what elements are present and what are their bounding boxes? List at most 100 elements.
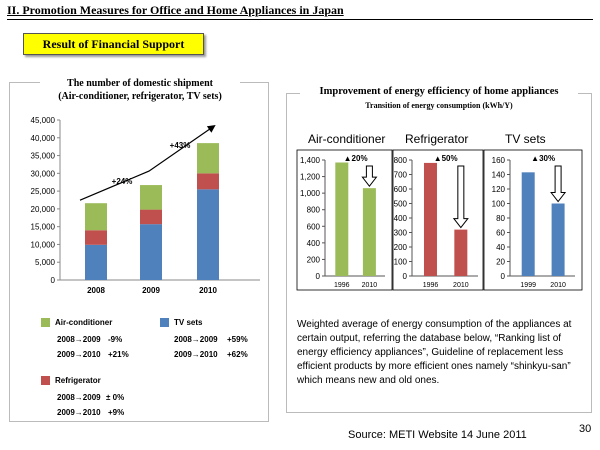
efficiency-title: Improvement of energy efficiency of home… [300, 86, 578, 97]
x-tick-label: 2009 [142, 286, 160, 295]
mini-title-tv: TV sets [505, 132, 546, 146]
legend-ac-period-1: 2008→2009 [57, 335, 101, 344]
bar-refrigerator-2009 [140, 209, 162, 225]
legend-ref-change-2: +9% [108, 408, 125, 417]
y-tick-label: 5,000 [35, 258, 56, 267]
legend-tv-change-1: +59% [227, 335, 248, 344]
shipment-chart-title: The number of domestic shipment [67, 78, 213, 89]
mini-y-tick-label: 400 [307, 239, 321, 248]
mini-x-tick-label: 1996 [423, 282, 439, 289]
y-tick-label: 40,000 [31, 134, 56, 143]
y-tick-label: 10,000 [31, 240, 56, 249]
mini-y-tick-label: 700 [394, 171, 408, 180]
mini-decline-arrow-tv [550, 165, 567, 203]
bar-tv-sets-2008 [85, 244, 107, 280]
mini-y-tick-label: 200 [307, 255, 321, 264]
bar-air-conditioner-2009 [140, 185, 162, 210]
mini-bar-ac-1996 [335, 162, 349, 276]
legend-tv-name: TV sets [174, 318, 203, 327]
growth-arrow [79, 124, 216, 201]
shipment-chart-subtitle: (Air-conditioner, refrigerator, TV sets) [58, 91, 222, 102]
bar-tv-sets-2010 [197, 189, 219, 280]
y-tick-label: 45,000 [31, 116, 56, 125]
mini-annotation-tv: ▲30% [531, 154, 555, 163]
y-tick-label: 30,000 [31, 169, 56, 178]
bar-air-conditioner-2008 [85, 203, 107, 231]
section-subtitle: Result of Financial Support [23, 33, 204, 55]
mini-x-tick-label: 1999 [520, 282, 536, 289]
mini-y-tick-label: 40 [496, 243, 505, 252]
bar-refrigerator-2008 [85, 230, 107, 245]
mini-annotation-ac: ▲20% [344, 154, 368, 163]
y-tick-label: 35,000 [31, 152, 56, 161]
mini-frame-ac [296, 149, 393, 291]
mini-title-ref: Refrigerator [405, 132, 469, 146]
legend-tv-period-1: 2008→2009 [174, 335, 218, 344]
mini-bar-tv-2010 [551, 203, 565, 276]
legend-ac-change-2: +21% [108, 350, 129, 359]
mini-bar-tv-1999 [521, 172, 535, 276]
shipment-chart-heading: The number of domestic shipment (Air-con… [40, 77, 240, 103]
mini-y-tick-label: 800 [394, 156, 408, 165]
mini-bar-ref-2010 [454, 229, 468, 276]
growth-annotation-2010: +43% [170, 141, 191, 150]
mini-decline-arrow-ref [452, 165, 469, 229]
y-tick-label: 25,000 [31, 187, 56, 196]
mini-y-tick-label: 800 [307, 206, 321, 215]
legend-swatch-ac [41, 318, 50, 327]
legend-tv-period-2: 2009→2010 [174, 350, 218, 359]
legend-ac-name: Air-conditioner [55, 318, 113, 327]
mini-y-tick-label: 600 [307, 222, 321, 231]
efficiency-subtitle: Transition of energy consumption (kWh/Y) [365, 101, 513, 110]
mini-y-tick-label: 20 [496, 258, 505, 267]
legend-ref-change-1: ± 0% [106, 393, 125, 402]
mini-y-tick-label: 160 [492, 156, 506, 165]
legend-ref-period-2: 2009→2010 [57, 408, 101, 417]
mini-y-tick-label: 1,400 [300, 156, 321, 165]
title-divider [7, 19, 593, 20]
mini-frame-tv [483, 149, 583, 291]
bar-refrigerator-2010 [197, 173, 219, 190]
legend-ac-period-2: 2009→2010 [57, 350, 101, 359]
legend-swatch-ref [41, 376, 50, 385]
mini-y-tick-label: 0 [501, 272, 506, 281]
bar-air-conditioner-2010 [197, 143, 219, 174]
source-note: Source: METI Website 14 June 2011 [348, 429, 527, 441]
mini-y-tick-label: 80 [496, 214, 505, 223]
y-tick-label: 0 [51, 276, 56, 285]
mini-x-tick-label: 2010 [550, 282, 566, 289]
mini-y-tick-label: 60 [496, 229, 505, 238]
mini-y-tick-label: 100 [492, 200, 506, 209]
mini-title-ac: Air-conditioner [308, 132, 386, 146]
x-tick-label: 2010 [199, 286, 217, 295]
mini-y-tick-label: 0 [403, 272, 408, 281]
legend-ref-name: Refrigerator [55, 376, 101, 385]
mini-y-tick-label: 1,000 [300, 189, 321, 198]
legend-ref-period-1: 2008→2009 [57, 393, 101, 402]
mini-y-tick-label: 200 [394, 243, 408, 252]
x-tick-label: 2008 [87, 286, 105, 295]
mini-y-tick-label: 120 [492, 185, 506, 194]
mini-y-tick-label: 100 [394, 258, 408, 267]
mini-y-tick-label: 140 [492, 171, 506, 180]
page-title: II. Promotion Measures for Office and Ho… [7, 3, 344, 17]
mini-x-tick-label: 1996 [334, 282, 350, 289]
bar-tv-sets-2009 [140, 224, 162, 280]
mini-y-tick-label: 600 [394, 185, 408, 194]
legend-tv-change-2: +62% [227, 350, 248, 359]
mini-x-tick-label: 2010 [453, 282, 469, 289]
legend-ac-change-1: -9% [108, 335, 123, 344]
efficiency-description: Weighted average of energy consumption o… [297, 319, 572, 386]
mini-bar-ref-1996 [423, 162, 437, 276]
growth-annotation-2009: +24% [112, 177, 133, 186]
mini-y-tick-label: 0 [316, 272, 321, 281]
y-tick-label: 20,000 [31, 205, 56, 214]
y-tick-label: 15,000 [31, 223, 56, 232]
mini-y-tick-label: 1,200 [300, 173, 321, 182]
mini-bar-ac-2010 [362, 188, 376, 276]
legend-swatch-tv [160, 318, 169, 327]
mini-frame-ref [392, 149, 484, 291]
mini-x-tick-label: 2010 [362, 282, 378, 289]
